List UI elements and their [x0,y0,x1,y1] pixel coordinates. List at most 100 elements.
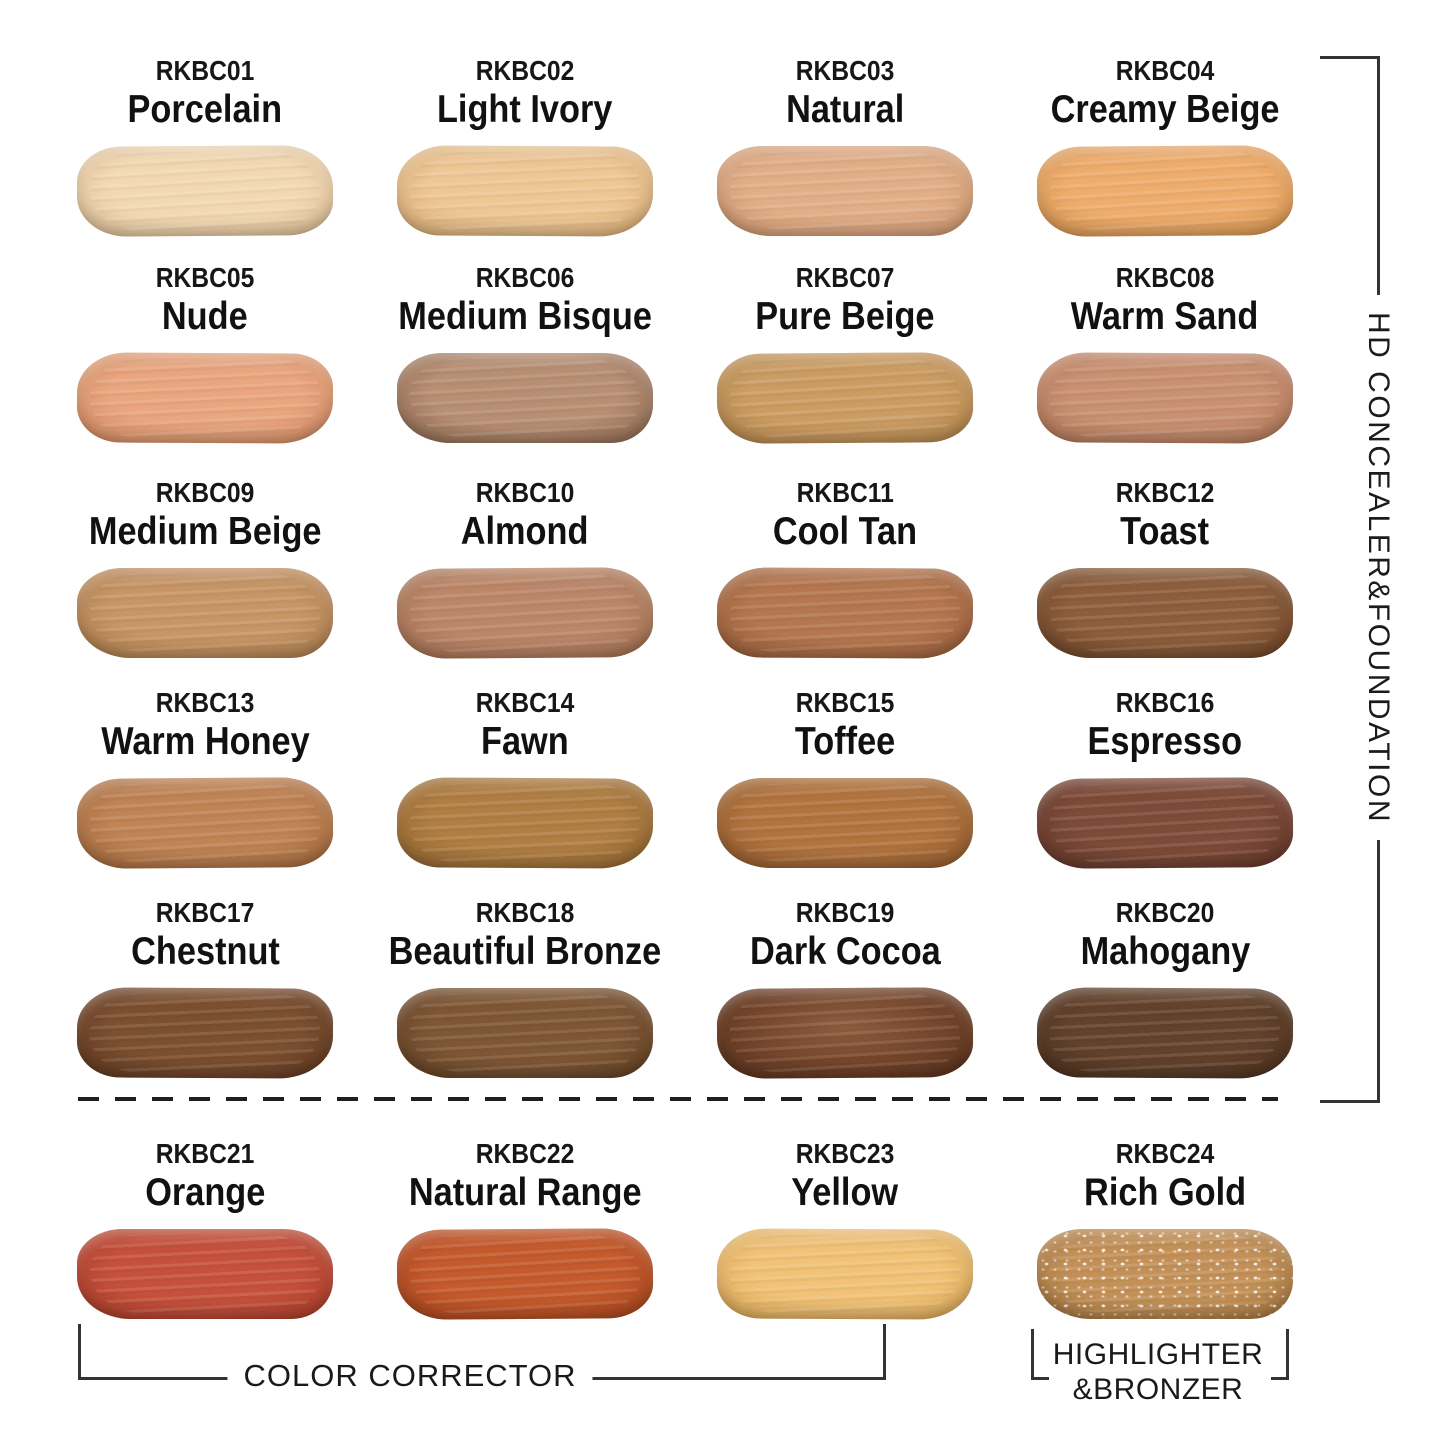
swatch-row-1: RKBC01 Porcelain RKBC02 Light Ivory RKBC… [45,55,1325,237]
shade-swatch [717,146,973,236]
highlighter-bronzer-bracket-left [1031,1329,1049,1380]
shade-name: Beautiful Bronze [388,930,662,973]
shade-name: Orange [144,1171,266,1214]
shade-name: Warm Sand [1071,295,1259,338]
shade-code: RKBC24 [1115,1138,1215,1169]
shade-cell: RKBC04 Creamy Beige [1015,55,1315,237]
shade-cell: RKBC22 Natural Range [375,1138,675,1320]
shade-cell: RKBC21 Orange [55,1138,355,1319]
shade-cell: RKBC17 Chestnut [55,897,355,1079]
shade-name: Fawn [481,720,569,763]
shade-cell: RKBC14 Fawn [375,687,675,869]
shade-code: RKBC16 [1115,687,1215,718]
dashed-divider-line [78,1097,1278,1101]
shade-swatch [717,778,973,868]
shade-name: Dark Cocoa [749,930,941,973]
shade-swatch [77,1229,333,1319]
shade-swatch [1037,568,1293,658]
shade-name: Medium Beige [88,510,322,553]
shade-name: Natural [785,88,905,131]
shade-swatch [396,1228,654,1320]
shade-swatch [76,352,334,444]
shade-code: RKBC20 [1115,897,1215,928]
shade-swatch [397,988,653,1078]
shade-code: RKBC01 [155,55,255,86]
shade-code: RKBC19 [795,897,895,928]
shade-cell: RKBC20 Mahogany [1015,897,1315,1079]
shade-name: Mahogany [1080,930,1250,973]
shade-code: RKBC14 [475,687,575,718]
swatch-row-3: RKBC09 Medium Beige RKBC10 Almond RKBC11… [45,477,1325,659]
group-label-bronzer-line: &BRONZER [1072,1373,1244,1406]
shade-swatch [77,568,333,658]
shade-swatch [76,987,334,1079]
shade-cell: RKBC23 Yellow [695,1138,995,1320]
shade-cell: RKBC16 Espresso [1015,687,1315,869]
shade-code: RKBC02 [475,55,575,86]
shade-code: RKBC15 [795,687,895,718]
shade-name: Pure Beige [755,295,935,338]
shade-swatch [716,1228,974,1320]
shade-code: RKBC03 [795,55,895,86]
shade-swatch [1036,352,1294,444]
shade-name: Almond [461,510,589,553]
swatch-row-4: RKBC13 Warm Honey RKBC14 Fawn RKBC15 Tof… [45,687,1325,869]
shade-code: RKBC17 [155,897,255,928]
shade-swatch [1036,987,1294,1079]
shade-swatch [716,987,974,1079]
shade-swatch [397,353,653,443]
shade-code: RKBC18 [475,897,575,928]
shade-name: Toast [1120,510,1210,553]
shade-name: Espresso [1087,720,1243,763]
shade-swatch [396,567,654,659]
shade-cell: RKBC01 Porcelain [55,55,355,237]
shade-swatch [1037,1229,1293,1319]
shade-swatch [1036,777,1294,869]
shade-cell: RKBC03 Natural [695,55,995,236]
shade-swatch [76,777,334,869]
group-label-color-corrector: COLOR CORRECTOR [227,1356,593,1396]
shade-code: RKBC22 [475,1138,575,1169]
shade-cell: RKBC19 Dark Cocoa [695,897,995,1079]
highlighter-bronzer-bracket-right [1271,1329,1289,1380]
shade-name: Warm Honey [100,720,310,763]
shade-name: Porcelain [127,88,283,131]
shade-code: RKBC13 [155,687,255,718]
shade-name: Toffee [794,720,896,763]
group-label-highlighter-bronzer: HIGHLIGHTER &BRONZER [1053,1337,1264,1407]
shade-code: RKBC11 [796,477,894,508]
shade-swatch [396,777,654,869]
group-label-hd-concealer-foundation: HD CONCEALER&FOUNDATION [1352,295,1404,840]
shade-cell: RKBC12 Toast [1015,477,1315,658]
shade-code: RKBC23 [795,1138,895,1169]
shade-name: Rich Gold [1083,1171,1247,1214]
shade-cell: RKBC07 Pure Beige [695,262,995,444]
shade-name: Light Ivory [437,88,613,131]
shade-cell: RKBC10 Almond [375,477,675,659]
shade-code: RKBC21 [155,1138,255,1169]
shade-name: Nude [162,295,248,338]
shade-cell: RKBC11 Cool Tan [695,477,995,659]
shade-cell: RKBC06 Medium Bisque [375,262,675,443]
shade-cell: RKBC05 Nude [55,262,355,444]
shade-code: RKBC12 [1115,477,1215,508]
swatch-row-5: RKBC17 Chestnut RKBC18 Beautiful Bronze … [45,897,1325,1079]
shade-code: RKBC09 [155,477,255,508]
shade-code: RKBC05 [155,262,255,293]
shade-name: Creamy Beige [1050,88,1280,131]
shade-cell: RKBC15 Toffee [695,687,995,868]
shade-cell: RKBC08 Warm Sand [1015,262,1315,444]
shade-cell: RKBC13 Warm Honey [55,687,355,869]
swatch-row-6: RKBC21 Orange RKBC22 Natural Range RKBC2… [45,1138,1325,1320]
shade-cell: RKBC02 Light Ivory [375,55,675,237]
shade-swatch [396,145,654,237]
shade-code: RKBC07 [795,262,895,293]
shade-name: Natural Range [408,1171,642,1214]
shade-name: Chestnut [130,930,280,973]
shade-swatch [716,567,974,659]
shade-name: Yellow [791,1171,899,1214]
shade-swatch [76,145,334,237]
shade-code: RKBC08 [1115,262,1215,293]
shade-name: Medium Bisque [398,295,652,338]
